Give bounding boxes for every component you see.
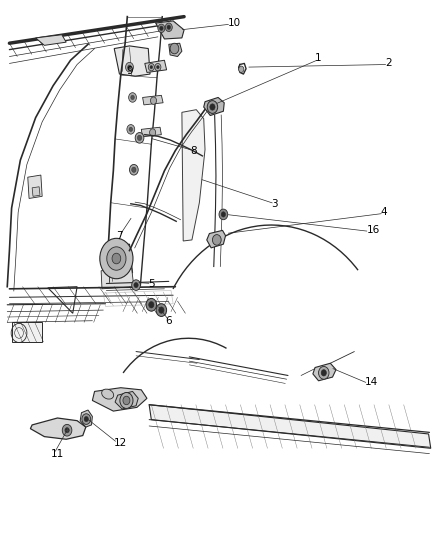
Polygon shape — [207, 230, 226, 248]
Polygon shape — [32, 187, 40, 196]
Circle shape — [132, 280, 141, 290]
Circle shape — [127, 125, 135, 134]
Circle shape — [138, 135, 142, 141]
Circle shape — [221, 212, 226, 217]
Polygon shape — [101, 269, 134, 289]
Circle shape — [239, 66, 244, 72]
Circle shape — [134, 282, 138, 288]
Polygon shape — [169, 43, 182, 56]
Polygon shape — [145, 60, 166, 72]
Circle shape — [112, 253, 121, 264]
Circle shape — [318, 367, 329, 379]
Text: 5: 5 — [148, 279, 155, 288]
Circle shape — [156, 66, 159, 69]
Polygon shape — [204, 98, 224, 116]
Polygon shape — [115, 391, 138, 409]
Circle shape — [120, 392, 133, 408]
Circle shape — [155, 63, 161, 71]
Circle shape — [107, 247, 126, 270]
Text: 9: 9 — [127, 66, 133, 76]
Polygon shape — [182, 110, 205, 241]
Polygon shape — [141, 127, 161, 137]
Text: 12: 12 — [114, 438, 127, 448]
Text: 14: 14 — [365, 377, 378, 387]
Circle shape — [150, 129, 155, 136]
Circle shape — [156, 304, 166, 317]
Circle shape — [65, 427, 69, 433]
Circle shape — [148, 63, 154, 71]
Text: 10: 10 — [228, 18, 241, 28]
Text: 2: 2 — [385, 59, 392, 68]
Circle shape — [82, 414, 91, 424]
Polygon shape — [30, 418, 86, 439]
Polygon shape — [313, 364, 336, 381]
Text: 16: 16 — [367, 225, 380, 236]
Circle shape — [135, 133, 144, 143]
Polygon shape — [92, 387, 147, 411]
Circle shape — [159, 26, 163, 30]
Circle shape — [62, 424, 72, 436]
Polygon shape — [155, 21, 184, 39]
Circle shape — [131, 95, 134, 100]
Text: 11: 11 — [51, 449, 64, 458]
Circle shape — [165, 23, 172, 31]
Circle shape — [149, 302, 154, 308]
Text: 1: 1 — [315, 53, 321, 63]
Circle shape — [167, 25, 170, 29]
Circle shape — [321, 369, 326, 376]
Circle shape — [150, 97, 156, 104]
Polygon shape — [12, 322, 42, 342]
Circle shape — [158, 24, 165, 33]
Polygon shape — [105, 244, 133, 275]
Ellipse shape — [102, 389, 113, 399]
Circle shape — [84, 416, 88, 422]
Text: 8: 8 — [191, 146, 197, 156]
Circle shape — [219, 209, 228, 220]
Circle shape — [123, 396, 130, 405]
Circle shape — [128, 65, 131, 69]
Circle shape — [130, 165, 138, 175]
Polygon shape — [114, 46, 150, 76]
Polygon shape — [35, 35, 66, 45]
Circle shape — [212, 235, 221, 245]
Text: 4: 4 — [381, 207, 387, 217]
Text: 7: 7 — [117, 231, 123, 241]
Text: 3: 3 — [272, 199, 278, 209]
Polygon shape — [80, 410, 92, 427]
Circle shape — [159, 307, 164, 313]
Circle shape — [132, 167, 136, 172]
Polygon shape — [28, 175, 42, 198]
Circle shape — [150, 66, 152, 69]
Circle shape — [129, 93, 137, 102]
Polygon shape — [149, 405, 431, 448]
Circle shape — [146, 298, 156, 311]
Circle shape — [100, 238, 133, 279]
Circle shape — [207, 101, 218, 114]
Circle shape — [210, 104, 215, 110]
Circle shape — [126, 62, 134, 72]
Circle shape — [129, 127, 133, 132]
Polygon shape — [143, 95, 163, 105]
Circle shape — [170, 43, 179, 54]
Text: 6: 6 — [166, 316, 173, 326]
